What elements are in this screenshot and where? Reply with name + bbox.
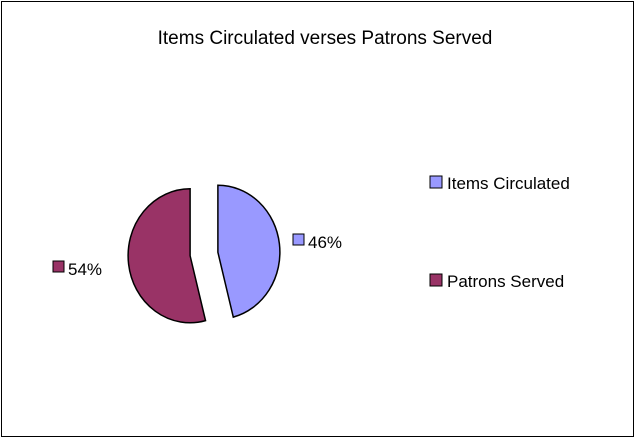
chart-title: Items Circulated verses Patrons Served	[158, 28, 493, 49]
legend-label-1: Patrons Served	[447, 272, 564, 291]
legend-swatch-0	[429, 175, 443, 189]
legend-label-0: Items Circulated	[447, 174, 570, 193]
pie-slices	[127, 184, 281, 324]
pie-slice-patrons-served	[127, 188, 207, 324]
legend-swatch-1	[429, 273, 443, 287]
data-label-1: 54%	[68, 260, 102, 279]
pie-slice-items-circulated	[217, 184, 281, 319]
data-labels: 46% 54%	[52, 233, 342, 279]
data-label-key-0	[292, 233, 305, 246]
data-label-0: 46%	[308, 233, 342, 252]
data-label-key-1	[52, 260, 65, 273]
legend: Items Circulated Patrons Served	[429, 174, 570, 291]
